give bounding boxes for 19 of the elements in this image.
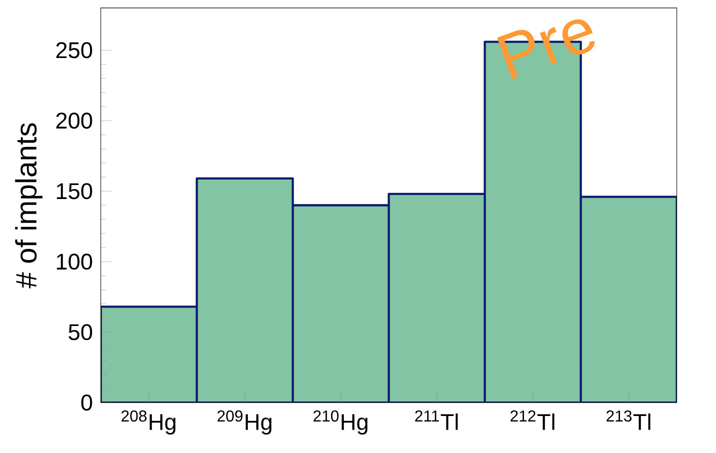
y-tick-label: 100 (56, 253, 92, 270)
bar (580, 196, 677, 402)
y-tick-label: 50 (68, 324, 92, 340)
x-tick-label: $^{211}$Tl (415, 410, 458, 430)
annotation: Pre (497, 19, 595, 79)
x-tick-label: $^{208}$Hg (122, 410, 176, 434)
bar (388, 194, 485, 402)
x-tick-label: $^{212}$Tl (510, 410, 554, 430)
x-tick-label: $^{209}$Hg (218, 410, 272, 434)
bar (196, 178, 293, 402)
x-tick-label: $^{210}$Hg (314, 410, 368, 434)
y-tick-label: 0 (81, 394, 92, 410)
x-tick-label: $^{213}$Tl (606, 410, 650, 430)
y-tick-label: 250 (56, 42, 92, 58)
bar (100, 306, 197, 402)
y-axis-title: # of implants (15, 123, 42, 288)
y-tick-label: 150 (56, 182, 92, 200)
y-tick-label: 200 (56, 112, 92, 129)
bar (292, 205, 389, 402)
